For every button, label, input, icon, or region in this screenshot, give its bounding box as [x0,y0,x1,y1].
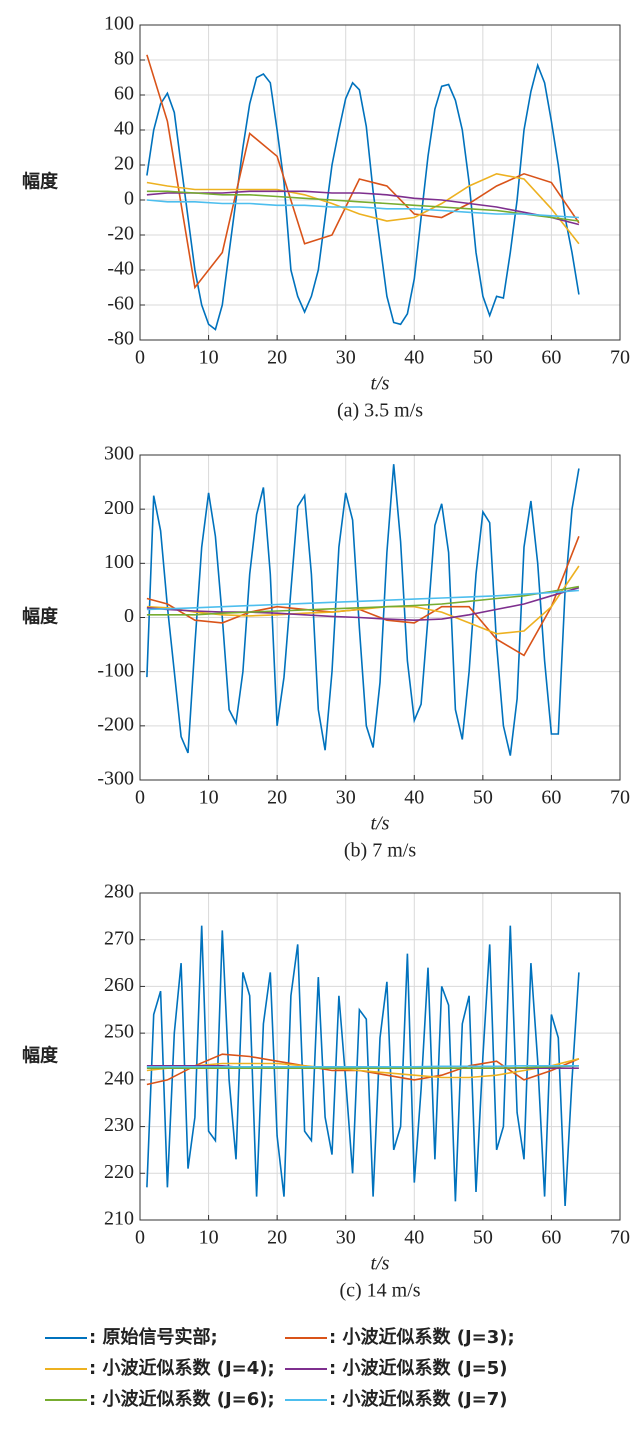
x-axis-label: t/s [371,373,390,395]
y-tick-label: 240 [104,1067,134,1089]
x-tick-label: 70 [610,1227,630,1249]
x-tick-label: 70 [610,787,630,809]
x-axis-label: t/s [371,1253,390,1275]
chart-title: (c) 14 m/s [339,1280,420,1302]
y-tick-label: 0 [124,188,134,210]
y-tick-label: 20 [114,153,134,175]
y-tick-label: -60 [107,293,134,315]
series-line [146,585,580,616]
x-tick-label: 20 [267,1227,287,1249]
legend-label: : 小波近似系数 (J=3); [329,1326,515,1348]
y-tick-label: 0 [124,605,134,627]
x-tick-label: 10 [199,1227,219,1249]
series-line [146,190,580,222]
series-line [146,54,580,290]
x-tick-label: 30 [336,347,356,369]
legend-label: : 原始信号实部; [89,1326,218,1348]
y-tick-label: -200 [97,713,134,735]
x-tick-label: 20 [267,787,287,809]
series-line [146,464,580,756]
x-tick-label: 40 [404,347,424,369]
series-line [146,190,580,226]
series-line [146,62,580,331]
y-tick-label: 220 [104,1161,134,1183]
series-line [146,1058,580,1079]
y-tick-label: 230 [104,1114,134,1136]
x-tick-label: 60 [541,1227,561,1249]
y-tick-label: 300 [104,443,134,465]
y-tick-label: -300 [97,768,134,790]
legend-label: : 小波近似系数 (J=4); [89,1357,275,1379]
series-line [146,172,580,245]
plot-frame [139,454,621,781]
y-tick-label: 40 [114,118,134,140]
plot-frame [139,892,621,1221]
plot-area [140,25,620,340]
y-tick-label: 210 [104,1208,134,1230]
x-tick-label: 40 [404,787,424,809]
series-line [146,1065,579,1068]
x-tick-label: 30 [336,1227,356,1249]
legend-label: : 小波近似系数 (J=7) [329,1388,508,1410]
y-axis-label: 幅度 [22,1045,59,1067]
y-tick-label: 260 [104,974,134,996]
y-tick-label: 60 [114,83,134,105]
y-tick-label: 80 [114,48,134,70]
x-tick-label: 70 [610,347,630,369]
y-tick-label: -20 [107,223,134,245]
x-tick-label: 0 [135,1227,145,1249]
y-tick-label: -40 [107,258,134,280]
series-line [146,925,580,1207]
chart-title: (a) 3.5 m/s [337,400,423,422]
y-tick-label: 200 [104,497,134,519]
x-tick-label: 40 [404,1227,424,1249]
y-tick-label: 250 [104,1021,134,1043]
x-tick-label: 0 [135,347,145,369]
y-tick-label: -80 [107,328,134,350]
plot-frame [139,24,621,341]
series-line [146,1065,579,1069]
x-tick-label: 20 [267,347,287,369]
x-tick-label: 30 [336,787,356,809]
y-tick-label: 270 [104,927,134,949]
legend-label: : 小波近似系数 (J=5) [329,1357,508,1379]
y-tick-label: 280 [104,881,134,903]
series-line [146,586,580,622]
x-tick-label: 0 [135,787,145,809]
x-tick-label: 10 [199,787,219,809]
y-tick-label: 100 [104,551,134,573]
x-tick-label: 60 [541,347,561,369]
legend-label: : 小波近似系数 (J=6); [89,1388,275,1410]
y-tick-label: -100 [97,659,134,681]
series-line [146,589,579,611]
x-tick-label: 60 [541,787,561,809]
x-axis-label: t/s [371,813,390,835]
y-axis-label: 幅度 [22,171,59,193]
x-tick-label: 50 [473,787,493,809]
x-tick-label: 50 [473,1227,493,1249]
y-tick-label: 100 [104,13,134,35]
series-line [146,199,579,219]
plot-area [140,893,620,1220]
y-axis-label: 幅度 [22,606,59,628]
x-tick-label: 10 [199,347,219,369]
x-tick-label: 50 [473,347,493,369]
chart-title: (b) 7 m/s [344,840,416,862]
